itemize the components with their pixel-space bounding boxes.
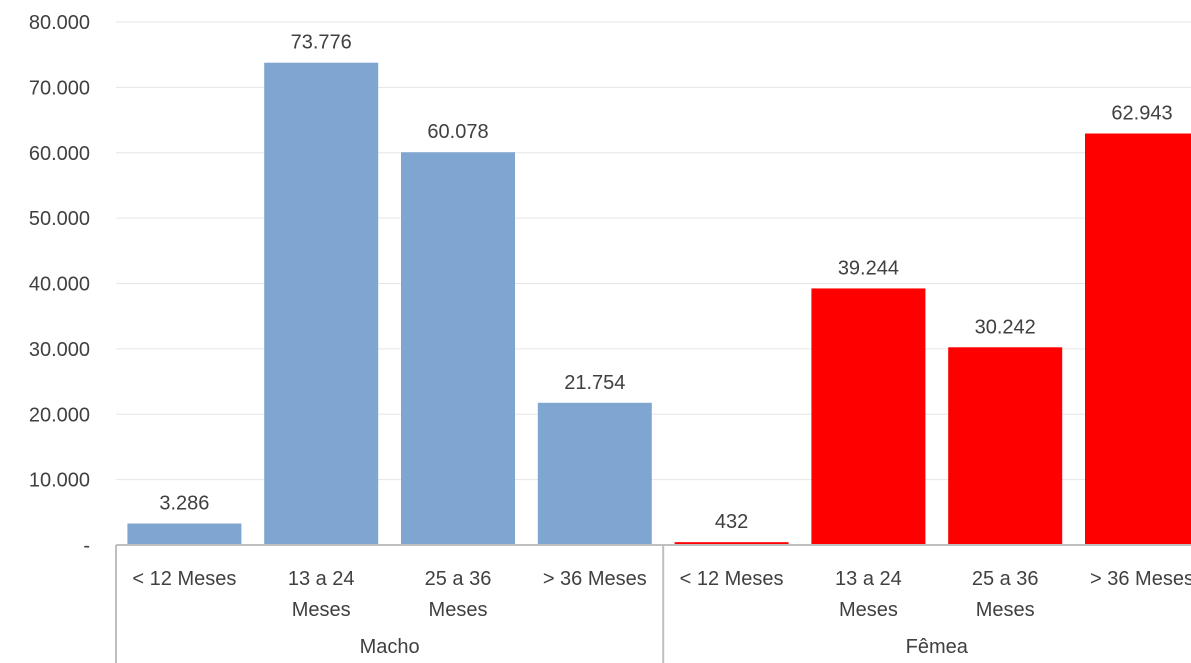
y-axis-ticks: - 10.000 20.000 30.000 40.000 50.000 60.000 70.…	[29, 12, 90, 557]
x-tick-label: Meses	[839, 599, 898, 621]
y-tick-label: 10.000	[29, 470, 90, 492]
data-label: 62.943	[1111, 103, 1172, 125]
group-label: Fêmea	[906, 636, 969, 658]
x-tick-label: < 12 Meses	[680, 568, 784, 590]
bar	[127, 523, 242, 545]
group-label: Macho	[360, 636, 420, 658]
bar	[948, 347, 1063, 545]
x-tick-label: > 36 Meses	[543, 568, 647, 590]
y-tick-label: 70.000	[29, 77, 90, 99]
category-axis: < 12 Meses 13 a 24 Meses 25 a 36 Meses > 36 M…	[115, 544, 1191, 663]
data-label: 432	[715, 511, 748, 533]
x-tick-label: Meses	[292, 599, 351, 621]
y-tick-label: 50.000	[29, 208, 90, 230]
bar	[674, 542, 789, 545]
x-tick-label: 25 a 36	[425, 568, 492, 590]
y-tick-label: 60.000	[29, 143, 90, 165]
data-label: 30.242	[975, 316, 1036, 338]
data-label: 73.776	[291, 32, 352, 54]
bar	[811, 288, 926, 545]
data-labels: 3.286 73.776 60.078 21.754 432 39.244 30.242 62…	[159, 32, 1172, 533]
x-tick-label: 25 a 36	[972, 568, 1039, 590]
x-tick-label: < 12 Meses	[132, 568, 236, 590]
bar	[1085, 133, 1191, 545]
bar	[401, 152, 515, 545]
x-tick-label: Meses	[976, 599, 1035, 621]
data-label: 3.286	[159, 493, 209, 515]
bar	[537, 402, 652, 545]
bars	[127, 62, 1191, 546]
y-tick-label: 40.000	[29, 274, 90, 296]
data-label: 21.754	[564, 372, 625, 394]
y-tick-label: 80.000	[29, 12, 90, 34]
y-tick-label: 30.000	[29, 339, 90, 361]
data-label: 39.244	[838, 257, 899, 279]
bar	[264, 62, 379, 546]
x-tick-label: > 36 Meses	[1090, 568, 1191, 590]
data-label: 60.078	[427, 121, 488, 143]
x-tick-label: Meses	[429, 599, 488, 621]
x-tick-label: 13 a 24	[835, 568, 902, 590]
y-tick-label: -	[83, 535, 90, 557]
y-tick-label: 20.000	[29, 404, 90, 426]
x-tick-label: 13 a 24	[288, 568, 355, 590]
